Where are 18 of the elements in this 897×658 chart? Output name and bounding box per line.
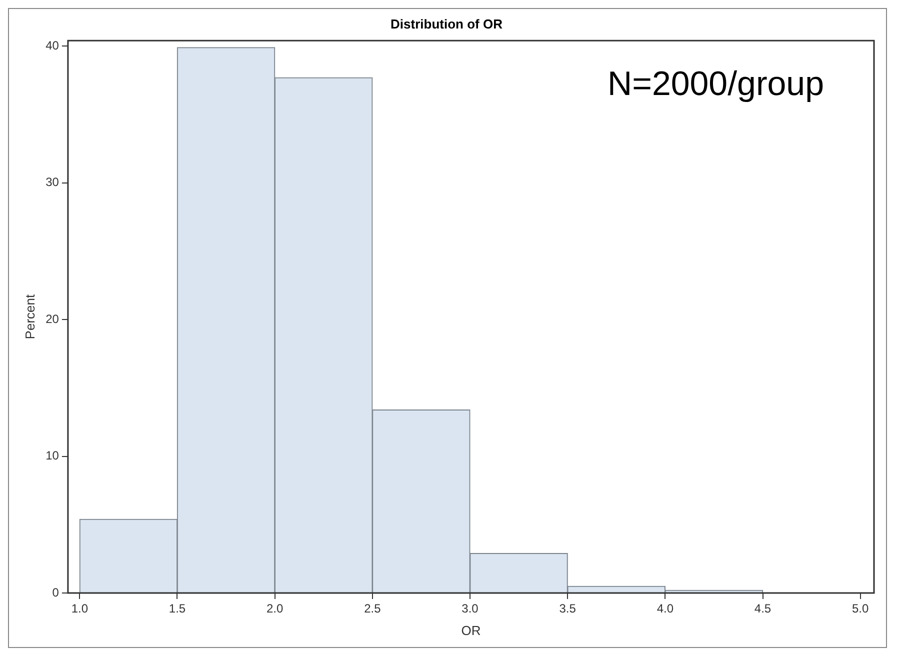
x-tick-label: 3.5 — [559, 602, 576, 616]
x-tick-label: 2.5 — [364, 602, 382, 616]
x-tick-label: 5.0 — [852, 602, 869, 616]
x-tick-label: 2.0 — [266, 602, 284, 616]
annotation: N=2000/group — [608, 64, 824, 103]
y-tick-label: 40 — [46, 38, 60, 52]
y-tick-label: 20 — [46, 312, 60, 326]
x-tick-label: 1.5 — [168, 602, 186, 616]
y-axis-title: Percent — [22, 294, 38, 340]
y-tick-label: 0 — [52, 585, 60, 600]
x-tick-label: 3.0 — [462, 602, 479, 616]
chart-title: Distribution of OR — [390, 16, 504, 32]
x-tick-label: 4.5 — [754, 602, 772, 616]
x-tick-label: 1.0 — [71, 602, 88, 616]
y-tick-label: 30 — [46, 175, 60, 190]
y-tick-label: 10 — [46, 448, 60, 463]
x-axis-title: OR — [461, 622, 481, 638]
x-tick-label: 4.0 — [656, 602, 674, 616]
